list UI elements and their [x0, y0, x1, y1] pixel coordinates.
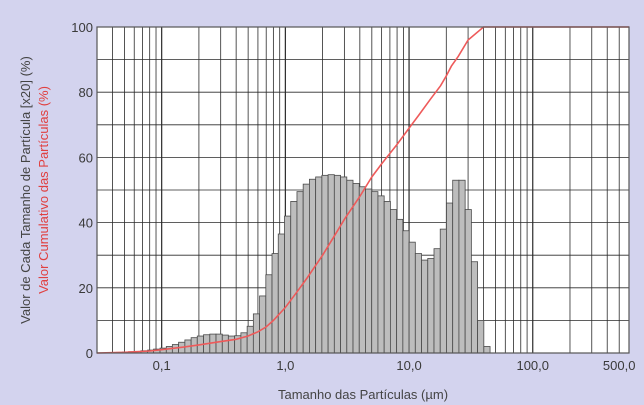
histogram-bar: [215, 333, 223, 354]
histogram-bar: [259, 295, 267, 354]
histogram-bar: [327, 174, 335, 354]
y-tick-label: 80: [79, 85, 93, 100]
tick-labels: 0 20 40 60 80 100 0,1 1,0 10,0 100,0 500,0: [71, 20, 635, 373]
histogram-bar: [452, 179, 460, 354]
y-tick-label: 40: [79, 216, 93, 231]
histogram-bar: [414, 253, 422, 354]
histogram-bar: [221, 334, 229, 354]
y-tick-label: 20: [79, 281, 93, 296]
cumulative-line: [96, 26, 629, 354]
histogram-bar: [433, 248, 441, 354]
x-tick-label: 500,0: [603, 358, 636, 373]
histogram-bar: [277, 233, 285, 354]
histogram-bar: [371, 191, 379, 354]
histogram-bar: [470, 261, 478, 354]
histogram-bar: [421, 259, 429, 354]
histogram-bar: [446, 202, 454, 354]
histogram-bar: [284, 215, 292, 354]
histogram-bar: [352, 183, 360, 354]
histogram-bar: [358, 186, 366, 354]
histogram-bar: [346, 179, 354, 354]
histogram-bar: [389, 209, 398, 354]
histogram-bar: [477, 319, 485, 354]
histogram-bar: [227, 335, 236, 354]
y-tick-label: 0: [86, 346, 93, 361]
y-axis-title: Valor de Cada Tamanho de Partícula [x20]…: [18, 56, 33, 324]
y2-axis-title: Valor Cumulativo das Partículas (%): [36, 86, 51, 294]
histogram-bar: [296, 191, 304, 354]
x-tick-label: 10,0: [396, 358, 421, 373]
histogram-bar: [427, 258, 435, 354]
histogram-bar: [271, 253, 279, 354]
histogram-bar: [333, 174, 341, 354]
x-axis-title: Tamanho das Partículas (µm): [278, 387, 448, 402]
histogram-bar: [365, 188, 373, 354]
histogram-bar: [408, 241, 416, 354]
histogram-bar: [246, 325, 254, 354]
x-tick-label: 1,0: [276, 358, 294, 373]
histogram-bar: [483, 346, 491, 354]
histogram-bar: [383, 201, 391, 354]
y-tick-label: 100: [71, 20, 93, 35]
histogram-bar: [290, 201, 298, 354]
histogram-bar: [458, 179, 466, 354]
histogram-bar: [265, 274, 273, 354]
histogram-bar: [340, 176, 348, 354]
histogram-bar: [302, 183, 310, 354]
x-tick-label: 0,1: [153, 358, 171, 373]
plot-frame: [96, 26, 630, 354]
x-tick-label: 100,0: [516, 358, 549, 373]
histogram-bar: [396, 218, 404, 354]
histogram-bar: [377, 195, 385, 354]
histogram-bar: [402, 230, 410, 354]
histogram-bar: [464, 209, 472, 354]
histogram-bar: [321, 174, 329, 354]
histogram-bar: [439, 228, 447, 354]
y-tick-label: 60: [79, 150, 93, 165]
